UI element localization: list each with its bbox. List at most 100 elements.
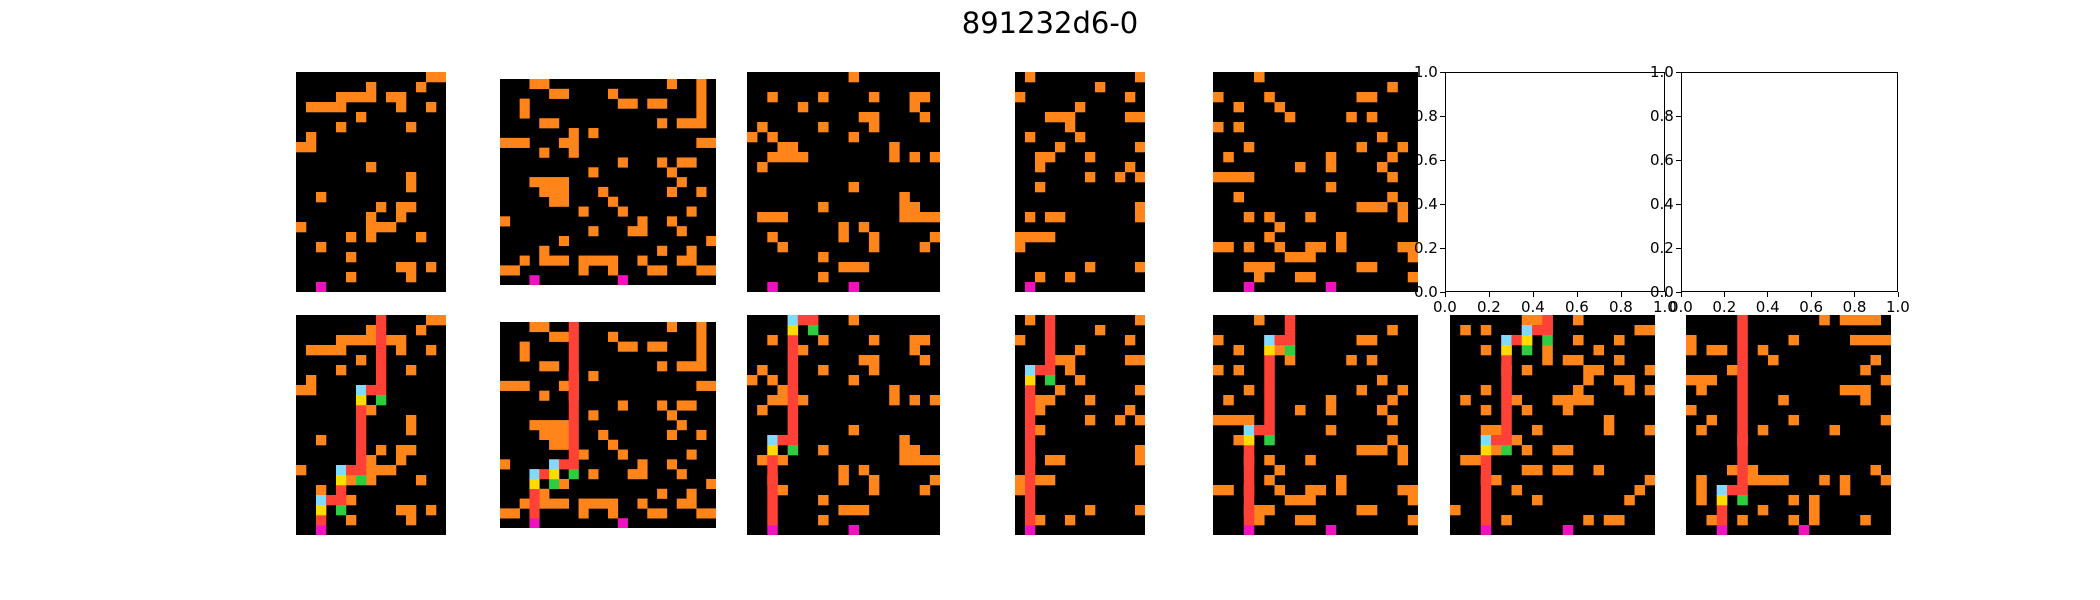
grid-cell: [1521, 325, 1533, 336]
grid-cell: [767, 335, 778, 346]
grid-cell: [1839, 385, 1851, 396]
grid-cell: [909, 152, 920, 163]
grid-cell: [1284, 335, 1296, 346]
grid-cell: [1387, 415, 1398, 426]
grid-cell: [376, 202, 387, 213]
grid-cell: [1501, 415, 1512, 426]
grid-cell: [568, 449, 579, 460]
grid-cell: [1035, 272, 1046, 283]
y-tick-mark: [1676, 291, 1681, 293]
grid-cell: [868, 365, 880, 376]
x-tick-mark: [1532, 292, 1534, 297]
grid-cell: [316, 495, 327, 506]
grid-cell: [1757, 345, 1769, 356]
grid-cell: [366, 212, 377, 223]
grid-cell: [1532, 495, 1543, 506]
grid-cell: [1095, 82, 1106, 93]
grid-cell: [1860, 385, 1871, 396]
grid-cell: [568, 459, 579, 470]
grid-cell: [406, 365, 417, 376]
grid-cell: [696, 380, 707, 391]
grid-cell: [1075, 375, 1086, 386]
grid-cell: [539, 390, 550, 401]
grid-cell: [1264, 232, 1275, 243]
grid-cell: [1706, 515, 1718, 526]
grid-cell: [696, 79, 707, 90]
grid-cell: [1325, 282, 1337, 292]
grid-cell: [568, 390, 579, 401]
grid-cell: [519, 351, 530, 362]
grid-cell: [1366, 505, 1378, 516]
grid-cell: [919, 92, 931, 103]
figure-title: 891232d6-0: [961, 6, 1139, 40]
grid-cell: [316, 242, 327, 253]
grid-cell: [588, 371, 599, 382]
grid-cell: [1860, 515, 1871, 526]
grid-cell: [686, 400, 697, 411]
top-grid-4: [1015, 72, 1145, 292]
grid-cell: [336, 485, 347, 496]
grid-cell: [426, 72, 437, 83]
grid-cell: [1135, 172, 1145, 183]
grid-cell: [529, 275, 540, 285]
grid-cell: [549, 255, 560, 266]
grid-cell: [376, 465, 387, 476]
grid-cell: [1521, 335, 1533, 346]
y-tick-label: 0.6: [1650, 151, 1674, 169]
grid-cell: [777, 455, 788, 466]
grid-cell: [889, 152, 900, 163]
bottom-grid-3: [747, 315, 940, 535]
grid-cell: [787, 405, 799, 416]
grid-cell: [1213, 92, 1224, 103]
grid-cell: [1716, 495, 1728, 506]
grid-cell: [1366, 445, 1378, 456]
grid-cell: [539, 177, 550, 188]
grid-cell: [1233, 192, 1245, 203]
y-tick-mark: [1440, 71, 1445, 73]
grid-cell: [1295, 252, 1306, 263]
grid-cell: [747, 132, 758, 143]
grid-cell: [539, 118, 550, 129]
grid-cell: [558, 439, 570, 450]
grid-cell: [1025, 315, 1036, 326]
grid-cell: [1085, 262, 1096, 273]
grid-cell: [686, 449, 697, 460]
empty-axes-2: [1681, 72, 1898, 292]
grid-cell: [767, 232, 778, 243]
grid-cell: [376, 355, 387, 366]
grid-cell: [539, 469, 550, 480]
grid-background: [747, 72, 940, 292]
grid-cell: [919, 485, 931, 496]
grid-cell: [406, 505, 417, 516]
grid-cell: [657, 361, 668, 372]
grid-cell: [1274, 102, 1286, 113]
grid-cell: [858, 505, 870, 516]
grid-cell: [1850, 335, 1861, 346]
grid-cell: [316, 525, 327, 535]
grid-cell: [568, 341, 579, 352]
grid-cell: [1624, 375, 1635, 386]
grid-cell: [899, 455, 910, 466]
x-tick-label: 0.0: [1433, 298, 1457, 316]
grid-cell: [1095, 325, 1106, 336]
grid-cell: [509, 265, 520, 276]
grid-cell: [578, 508, 589, 519]
grid-cell: [1480, 495, 1492, 506]
grid-cell: [1387, 395, 1398, 406]
grid-cell: [1243, 515, 1255, 526]
grid-cell: [1305, 515, 1316, 526]
grid-cell: [706, 508, 716, 519]
grid-cell: [1135, 455, 1145, 466]
grid-cell: [549, 439, 560, 450]
grid-cell: [1737, 345, 1748, 356]
grid-cell: [1521, 465, 1533, 476]
grid-cell: [617, 206, 628, 217]
grid-cell: [1213, 365, 1224, 376]
grid-cell: [376, 385, 387, 396]
x-tick-label: 0.6: [1799, 298, 1824, 316]
grid-cell: [1295, 515, 1306, 526]
grid-cell: [1045, 335, 1056, 346]
grid-cell: [406, 262, 417, 273]
grid-cell: [1624, 495, 1635, 506]
grid-cell: [787, 152, 799, 163]
